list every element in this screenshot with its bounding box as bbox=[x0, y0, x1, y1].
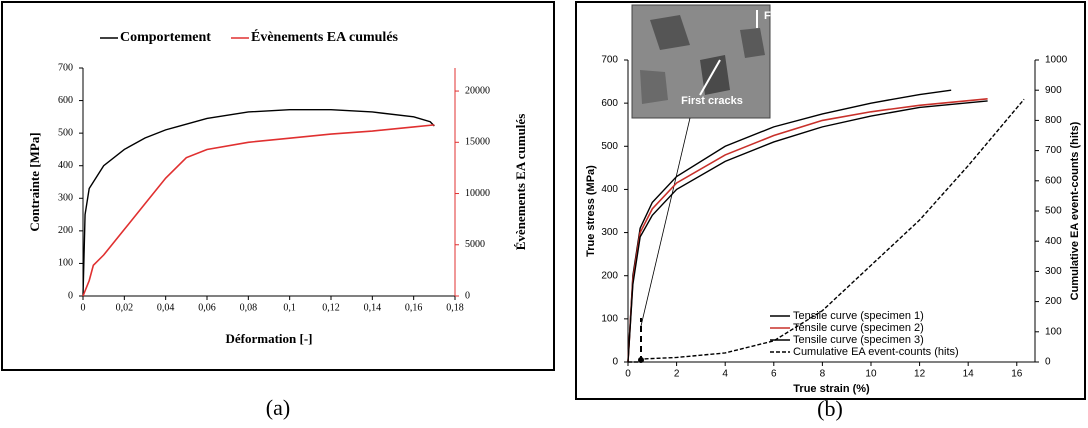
y2-tick-label: 900 bbox=[1045, 85, 1062, 96]
legend-label: Tensile curve (specimen 3) bbox=[793, 334, 924, 346]
panel-frame bbox=[575, 1, 1086, 400]
y2-tick-label: 100 bbox=[1045, 326, 1062, 337]
y2-tick-label: 1000 bbox=[1045, 55, 1068, 66]
y2-tick-label: 300 bbox=[1045, 266, 1062, 277]
y-tick-label: 500 bbox=[601, 141, 618, 152]
x-axis-label: True strain (%) bbox=[793, 383, 870, 395]
y2-tick-label: 20000 bbox=[465, 85, 490, 96]
legend-label: Évènements EA cumulés bbox=[251, 28, 399, 45]
legend-label: Tensile curve (specimen 2) bbox=[793, 322, 924, 334]
y-tick-label: 700 bbox=[58, 62, 73, 73]
y-tick-label: 500 bbox=[58, 127, 73, 138]
x-tick-label: 0,04 bbox=[157, 302, 175, 313]
y2-tick-label: 0 bbox=[465, 290, 470, 301]
x-tick-label: 0,18 bbox=[446, 302, 464, 313]
inset-image: First cracks F bbox=[631, 4, 771, 363]
x-tick-label: 10 bbox=[865, 369, 877, 380]
x-tick-label: 0,12 bbox=[322, 302, 340, 313]
y-tick-label: 0 bbox=[68, 290, 73, 301]
x-tick-label: 0 bbox=[81, 302, 86, 313]
x-tick-label: 2 bbox=[674, 369, 680, 380]
series-line bbox=[628, 98, 1025, 363]
x-axis-label: Déformation [-] bbox=[226, 331, 313, 346]
y-tick-label: 700 bbox=[601, 55, 618, 66]
x-tick-label: 16 bbox=[1011, 369, 1023, 380]
y-tick-label: 400 bbox=[58, 160, 73, 171]
y-tick-label: 400 bbox=[601, 184, 618, 195]
x-tick-label: 4 bbox=[722, 369, 728, 380]
pointer bbox=[640, 117, 691, 327]
y2-tick-label: 5000 bbox=[465, 239, 485, 250]
x-tick-label: 12 bbox=[914, 369, 926, 380]
caption: (b) bbox=[817, 396, 843, 421]
y-tick-label: 100 bbox=[601, 313, 618, 324]
y2-tick-label: 15000 bbox=[465, 137, 490, 148]
legend-label: Tensile curve (specimen 1) bbox=[793, 310, 924, 322]
y-tick-label: 200 bbox=[58, 225, 73, 236]
legend-label: Comportement bbox=[120, 30, 211, 45]
y2-tick-label: 700 bbox=[1045, 145, 1062, 156]
series-line bbox=[82, 124, 435, 297]
inset-annotation: First cracks bbox=[681, 95, 743, 107]
panel-frame bbox=[1, 1, 555, 371]
y2-axis-label: Cumulative EA event-counts (hits) bbox=[1069, 121, 1081, 300]
y-axis-label: True stress (MPa) bbox=[585, 165, 597, 257]
caption: (a) bbox=[266, 395, 290, 420]
x-tick-label: 0,08 bbox=[240, 302, 258, 313]
series-line bbox=[82, 108, 435, 297]
y2-tick-label: 500 bbox=[1045, 206, 1062, 217]
legend-label: Cumulative EA event-counts (hits) bbox=[793, 346, 959, 358]
x-tick-label: 8 bbox=[820, 369, 826, 380]
y2-axis-label: Évènements EA cumulés bbox=[513, 114, 528, 251]
y-tick-label: 600 bbox=[601, 98, 618, 109]
y-tick-label: 300 bbox=[601, 227, 618, 238]
x-tick-label: 14 bbox=[963, 369, 975, 380]
x-tick-label: 0,02 bbox=[116, 302, 134, 313]
x-tick-label: 0,14 bbox=[364, 302, 382, 313]
series-line bbox=[627, 100, 988, 363]
y-tick-label: 200 bbox=[601, 270, 618, 281]
x-tick-label: 0,06 bbox=[198, 302, 216, 313]
y2-tick-label: 10000 bbox=[465, 188, 490, 199]
y2-tick-label: 800 bbox=[1045, 115, 1062, 126]
x-tick-label: 0,1 bbox=[283, 302, 296, 313]
inset-annotation: F bbox=[764, 10, 771, 22]
x-tick-label: 0 bbox=[625, 369, 631, 380]
y-tick-label: 600 bbox=[58, 95, 73, 106]
y2-tick-label: 600 bbox=[1045, 175, 1062, 186]
y-tick-label: 300 bbox=[58, 193, 73, 204]
y-tick-label: 0 bbox=[612, 357, 618, 368]
y2-tick-label: 200 bbox=[1045, 296, 1062, 307]
y2-tick-label: 400 bbox=[1045, 236, 1062, 247]
x-tick-label: 0,16 bbox=[405, 302, 423, 313]
y2-tick-label: 0 bbox=[1045, 357, 1051, 368]
y-tick-label: 100 bbox=[58, 258, 73, 269]
y-axis-label: Contrainte [MPa] bbox=[27, 132, 42, 231]
x-tick-label: 6 bbox=[771, 369, 777, 380]
